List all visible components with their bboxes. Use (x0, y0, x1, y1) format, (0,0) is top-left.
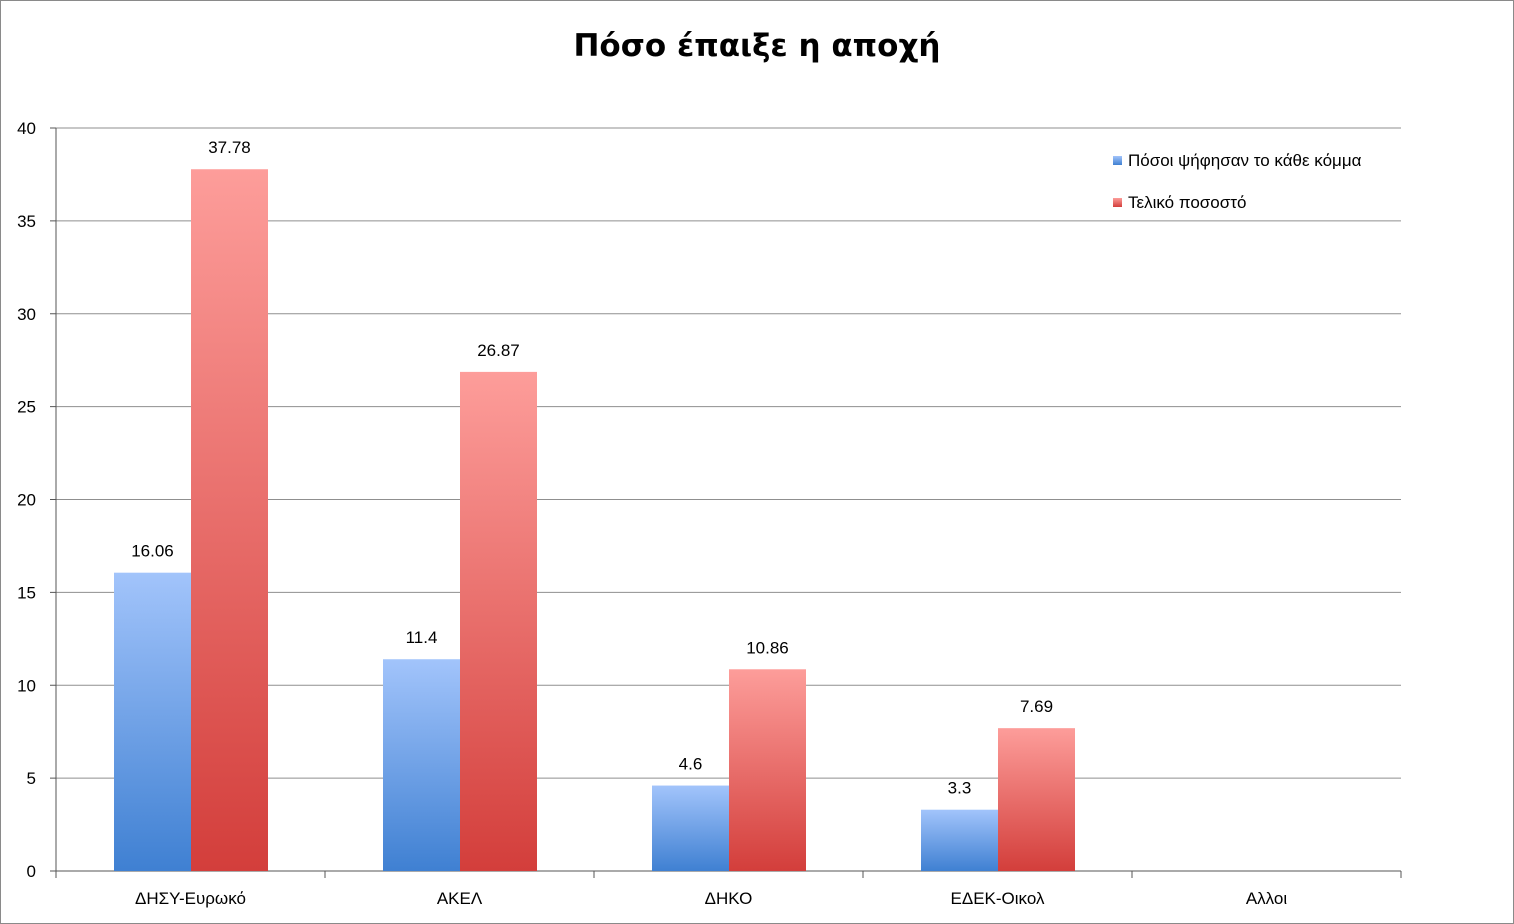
y-tick-label: 0 (27, 862, 36, 881)
x-tick-label: ΑΚΕΛ (437, 889, 483, 908)
data-label: 37.78 (208, 138, 251, 157)
legend-entry: Πόσοι ψήφησαν το κάθε κόμμα (1128, 151, 1362, 170)
data-label: 3.3 (948, 779, 972, 798)
legend-swatch (1113, 198, 1122, 207)
y-tick-label: 35 (17, 212, 36, 231)
y-tick-label: 10 (17, 676, 36, 695)
bar (460, 371, 537, 871)
bar (921, 809, 998, 871)
bar (729, 669, 806, 871)
x-tick-label: ΔΗΚΟ (705, 889, 753, 908)
bar (114, 572, 191, 871)
bar (383, 659, 460, 871)
y-tick-label: 20 (17, 491, 36, 510)
data-label: 16.06 (131, 542, 174, 561)
legend: Πόσοι ψήφησαν το κάθε κόμμα Τελικό ποσοστ… (1113, 151, 1362, 212)
data-label: 10.86 (746, 638, 789, 657)
data-label: 4.6 (679, 755, 703, 774)
bar (191, 169, 268, 871)
legend-swatch (1113, 156, 1122, 165)
x-tick-label: Αλλοι (1246, 889, 1288, 908)
y-tick-label: 25 (17, 398, 36, 417)
bars (114, 169, 1075, 871)
y-tick-label: 15 (17, 583, 36, 602)
axes: 0 5 10 15 20 25 30 35 40 ΔΗΣΥ-Ευρωκό ΑΚΕΛ ΔΗΚΟ ΕΔΕΚ-… (17, 119, 1402, 908)
chart-title: Πόσο έπαιξε η αποχή (573, 28, 941, 64)
y-tick-label: 5 (27, 769, 36, 788)
x-tick-label: ΔΗΣΥ-Ευρωκό (135, 889, 246, 908)
bar (652, 785, 729, 871)
data-labels: 16.06 11.4 4.6 3.3 37.78 26.87 10.86 7.69 (131, 138, 1053, 797)
bar (998, 728, 1075, 871)
y-tick-label: 30 (17, 305, 36, 324)
data-label: 11.4 (406, 628, 438, 647)
data-label: 26.87 (477, 341, 520, 360)
gridlines (56, 127, 1401, 779)
y-tick-label: 40 (17, 119, 36, 138)
legend-entry: Τελικό ποσοστό (1128, 193, 1246, 212)
x-tick-label: ΕΔΕΚ-Οικολ (951, 889, 1045, 908)
data-label: 7.69 (1020, 697, 1053, 716)
